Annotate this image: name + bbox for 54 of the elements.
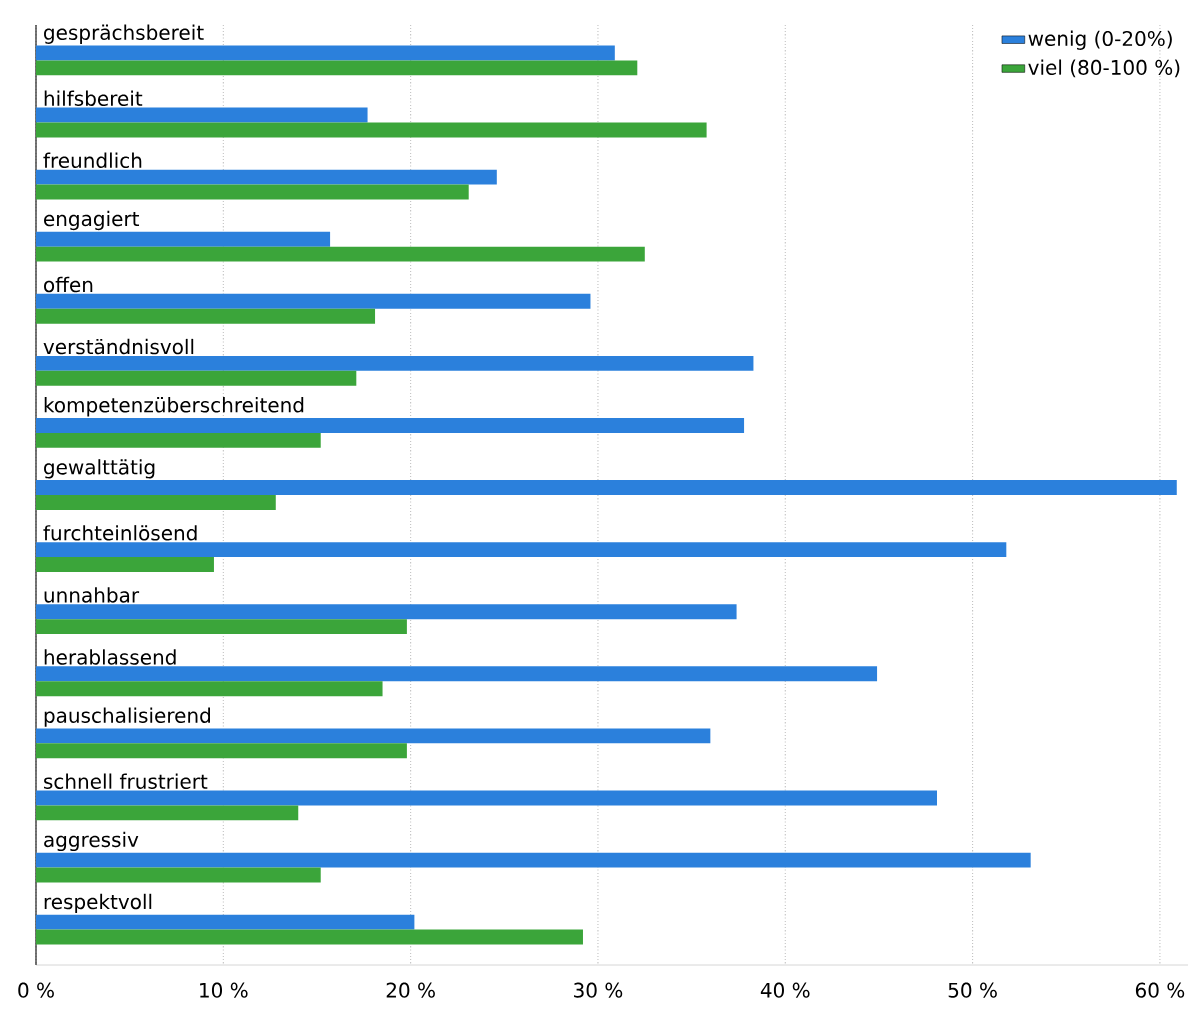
y-tick-label: verständnisvoll (43, 338, 194, 355)
x-tick-label: 40 % (760, 982, 810, 998)
bar (36, 557, 214, 572)
y-tick-label: aggressiv (44, 831, 139, 852)
x-tick-label: 10 % (200, 982, 248, 998)
y-tick-label: gewalttätig (44, 459, 155, 479)
bar (36, 852, 1031, 868)
bar (36, 432, 321, 448)
y-tick-label: herablassend (44, 649, 176, 665)
y-tick-label: unnahbar (44, 587, 140, 603)
y-tick-label: offen (44, 276, 93, 293)
bar (36, 231, 331, 247)
bar (36, 790, 938, 806)
y-tick-label: gesprächsbereit (44, 24, 204, 44)
x-tick-label: 50 % (948, 982, 997, 998)
legend-label: wenig (0-20%) (1028, 30, 1172, 50)
bar (36, 666, 878, 682)
bar (36, 184, 469, 200)
y-tick-label: furchteinlösend (43, 525, 197, 541)
bar (36, 542, 1007, 558)
bar (36, 728, 711, 744)
bar (36, 681, 383, 697)
bar (36, 867, 321, 883)
bar (36, 480, 1177, 496)
x-tick-label: 60 % (1135, 982, 1185, 998)
bar (36, 604, 737, 620)
x-tick-label: 20 % (386, 982, 435, 998)
y-tick-label: pauschalisierend (44, 707, 210, 727)
bar (36, 370, 357, 386)
y-tick-label: hilfsbereit (44, 90, 143, 106)
bar (36, 929, 583, 945)
x-tick-label: 30 % (574, 982, 623, 998)
bar (36, 122, 707, 138)
y-tick-label: respektvoll (44, 893, 152, 914)
y-tick-label: kompetenzüberschreitend (44, 397, 304, 417)
bar (36, 805, 299, 821)
bar (36, 914, 415, 930)
bar (36, 293, 591, 309)
bar (36, 60, 638, 76)
bar (36, 619, 407, 635)
y-tick-label: engagiert (44, 210, 140, 231)
x-tick-label: 0 % (18, 982, 54, 998)
bar (36, 743, 407, 759)
bar (36, 107, 368, 123)
y-tick-label: freundlich (43, 152, 142, 169)
bar (36, 45, 615, 61)
bar (36, 495, 276, 510)
legend-label: viel (80-100 %) (1028, 59, 1180, 78)
bar (36, 418, 745, 433)
y-tick-label: schnell frustriert (44, 773, 208, 789)
bar (36, 355, 754, 371)
bar (36, 308, 376, 324)
bar (36, 246, 645, 262)
bar (36, 169, 497, 185)
